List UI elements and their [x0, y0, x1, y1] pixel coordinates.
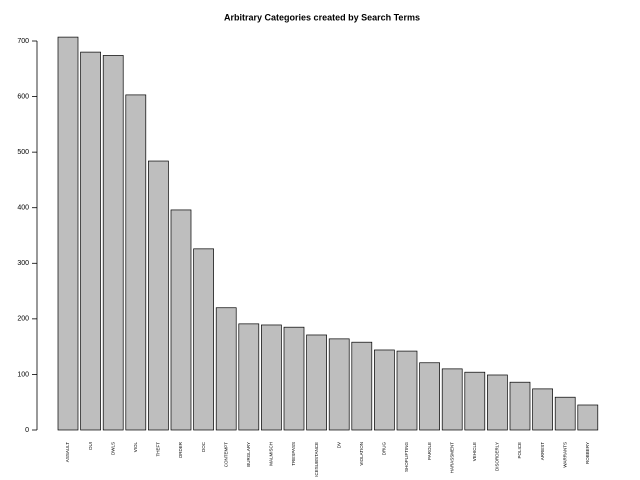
bar [170, 209, 192, 431]
y-tick-label: 0 [25, 427, 29, 434]
y-tick-label: 700 [17, 38, 29, 45]
bar [374, 349, 395, 431]
x-tick-label: PAROLE [427, 442, 432, 460]
x-tick-label: ARREST [540, 442, 545, 461]
bar [419, 362, 440, 431]
bar [532, 388, 553, 431]
bar [577, 404, 599, 431]
x-tick-label: THEFT [156, 442, 161, 457]
y-tick-label: 300 [17, 260, 29, 267]
bar [261, 324, 282, 431]
x-tick-label: CONTEMPT [223, 442, 228, 468]
chart-title: Arbitrary Categories created by Search T… [224, 12, 420, 22]
bar [509, 381, 531, 431]
x-tick-label: VIOLATION [359, 442, 364, 466]
x-tick-label: DISORDERLY [495, 442, 500, 471]
bar [148, 160, 169, 431]
y-tick-label: 600 [17, 93, 29, 100]
bar [464, 371, 486, 431]
bar [351, 341, 373, 431]
bar [57, 36, 79, 431]
x-tick-label: DWLS [110, 442, 115, 455]
x-tick-label: DUI [88, 442, 93, 450]
bar [102, 55, 124, 431]
bar [441, 368, 463, 431]
x-tick-label: TRESPASS [291, 442, 296, 466]
bar [238, 323, 260, 431]
y-tick-label: 100 [17, 371, 29, 378]
x-tick-label: ORDER [178, 441, 183, 458]
bar [487, 374, 508, 431]
x-tick-label: ASSAULT [65, 442, 70, 462]
x-tick-label: MALMISCH [269, 442, 274, 466]
bar [125, 94, 147, 431]
bar [283, 326, 305, 431]
x-tick-label: BURGLARY [246, 442, 251, 467]
x-tick-label: SHOPLIFTING [404, 442, 409, 473]
bar [328, 338, 350, 431]
y-tick-label: 400 [17, 205, 29, 212]
x-tick-label: DV [336, 442, 341, 448]
bar [80, 51, 101, 431]
y-tick-label: 200 [17, 316, 29, 323]
bar [193, 248, 214, 431]
bar [396, 350, 418, 431]
x-tick-label: ICESUBSTANCE [314, 442, 319, 477]
x-tick-label: POLICE [517, 442, 522, 459]
x-tick-label: VIOL [133, 442, 138, 453]
x-tick-label: DRUG [382, 442, 387, 456]
y-tick-label: 500 [17, 149, 29, 156]
x-tick-label: WARRANTS [562, 442, 567, 468]
bar [554, 396, 576, 431]
bar [306, 334, 327, 431]
x-tick-label: HARASSMENT [449, 442, 454, 474]
bar [215, 307, 237, 431]
x-tick-label: ROBBERY [585, 442, 590, 464]
x-tick-label: DOC [201, 441, 206, 452]
x-tick-label: VEHICLE [472, 442, 477, 461]
